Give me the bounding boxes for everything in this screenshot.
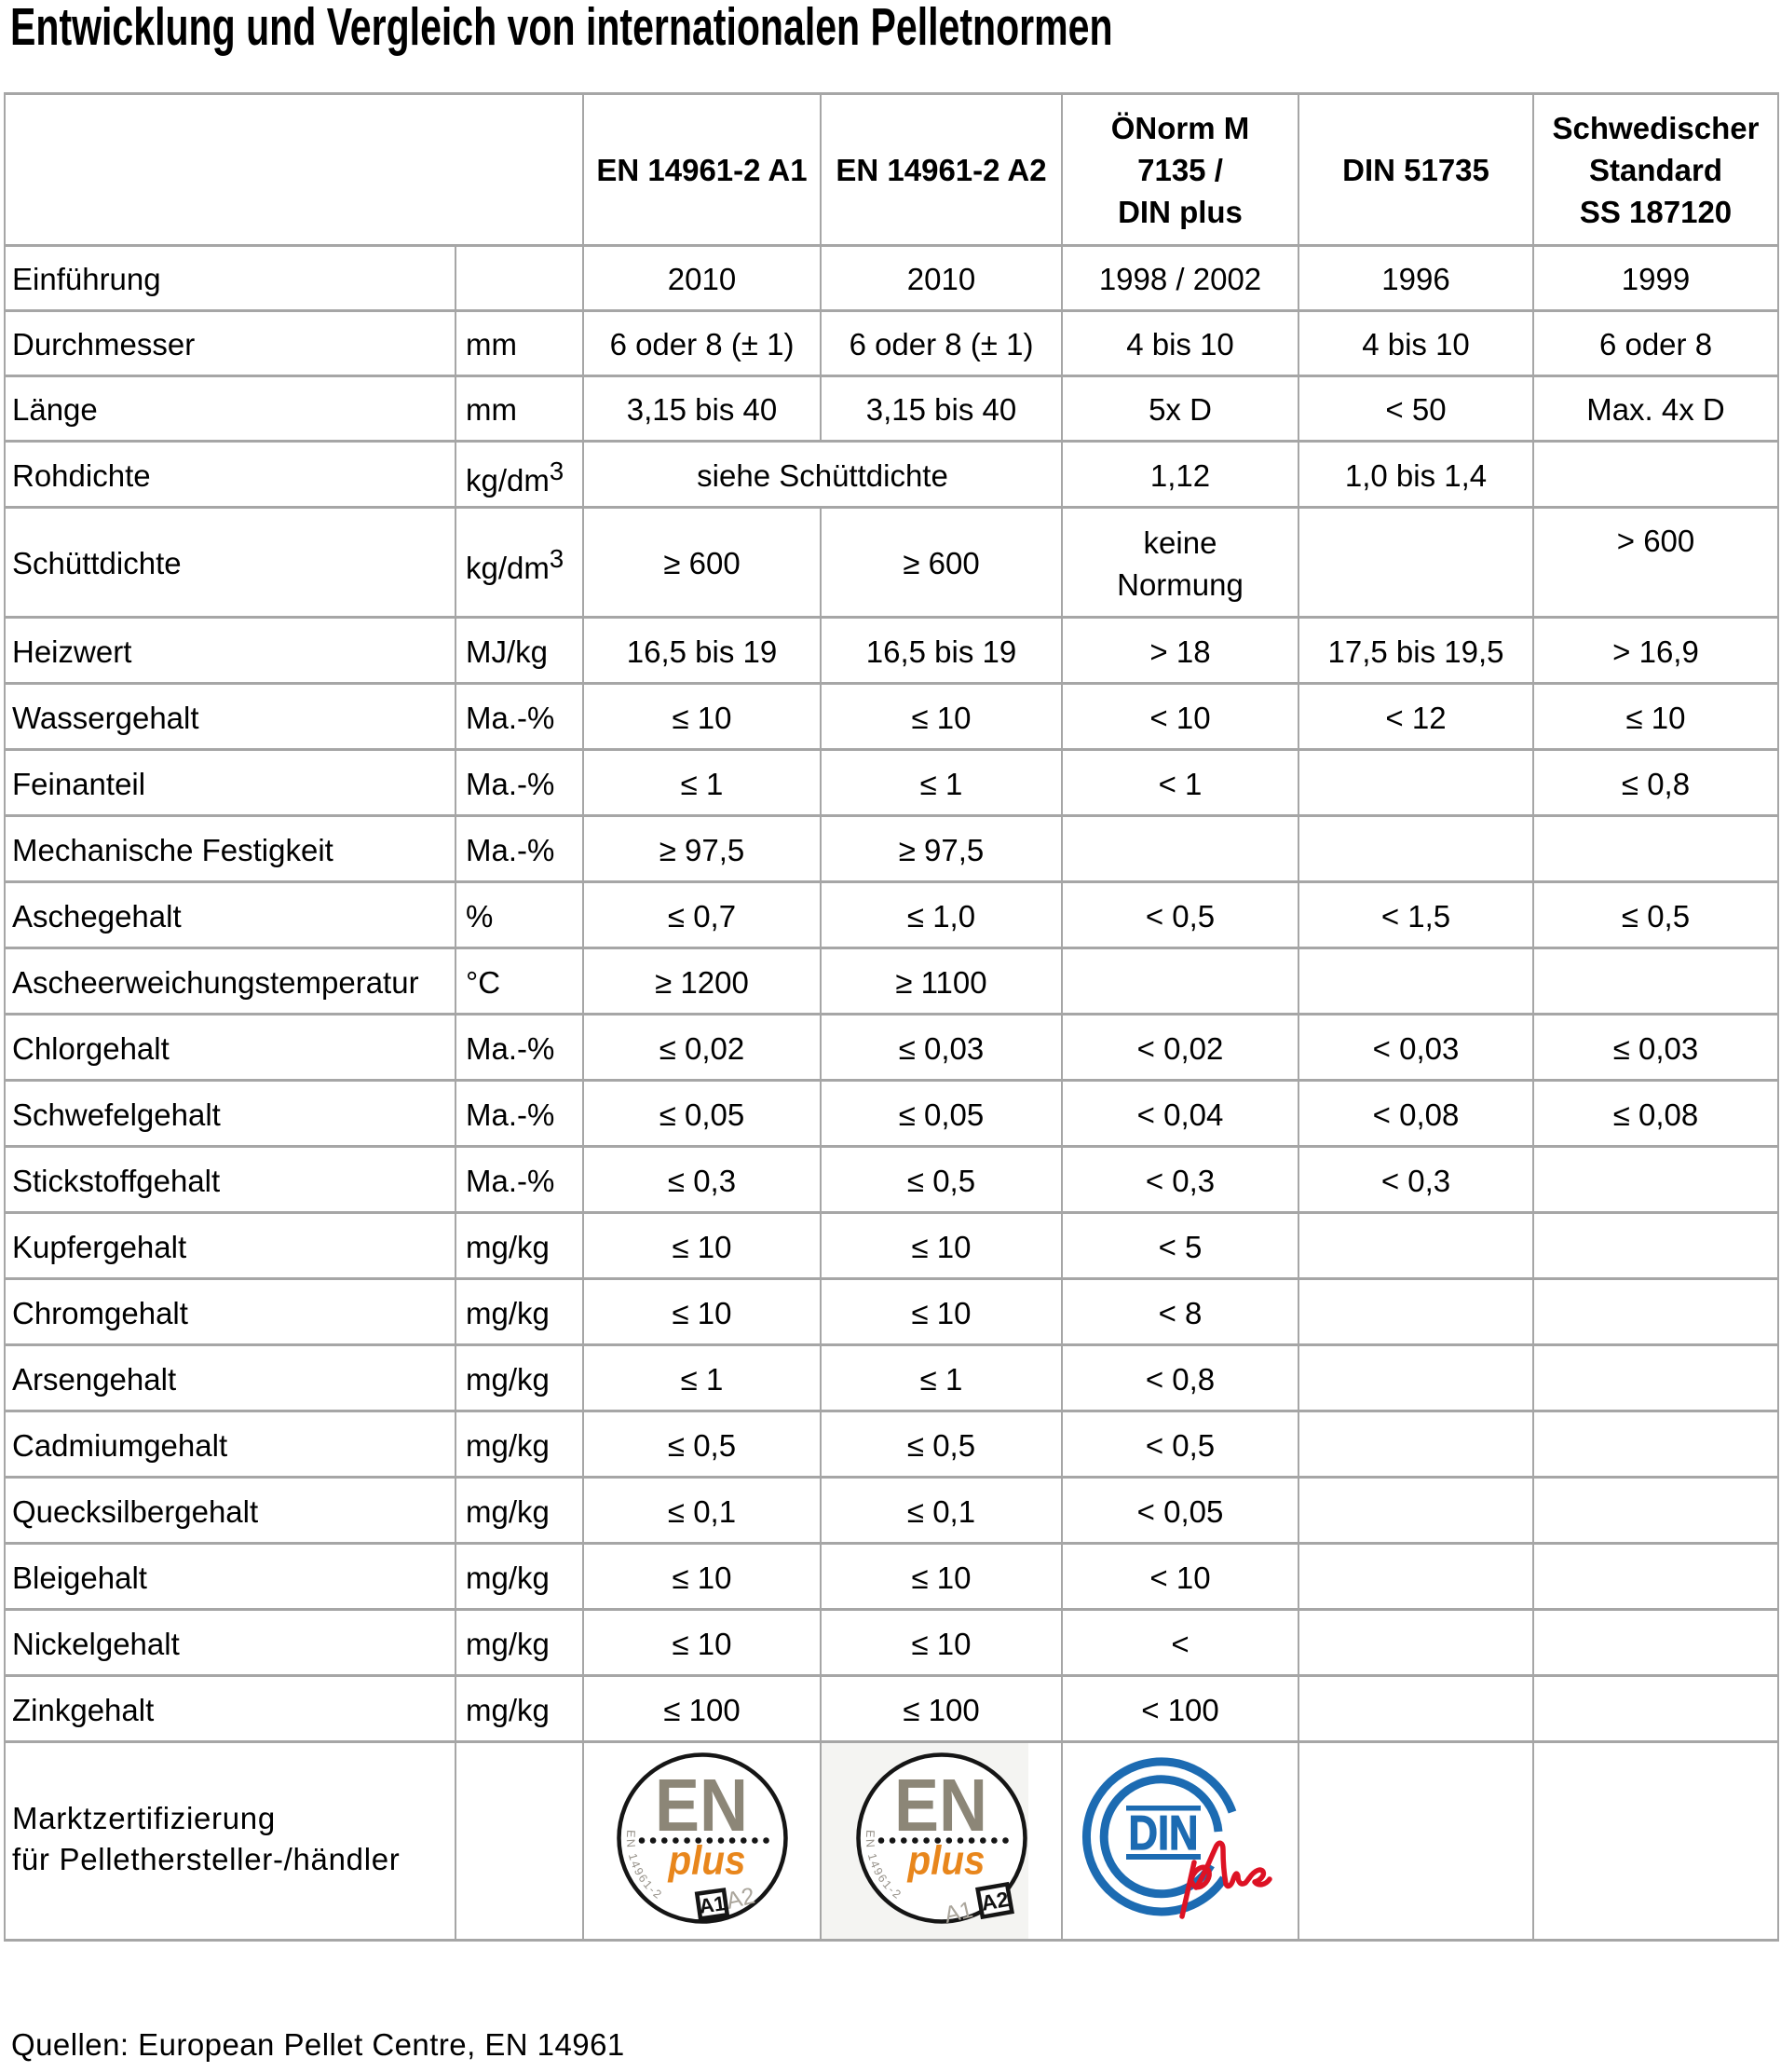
svg-text:A2: A2: [979, 1887, 1010, 1915]
svg-text:A1: A1: [942, 1896, 975, 1926]
svg-text:A1: A1: [697, 1891, 726, 1918]
svg-text:A2: A2: [724, 1882, 757, 1914]
svg-text:EN: EN: [655, 1764, 748, 1847]
svg-text:EN: EN: [894, 1764, 987, 1847]
svg-text:plus: plus: [906, 1837, 985, 1883]
svg-text:plus: plus: [667, 1837, 745, 1883]
svg-text:DIN: DIN: [1129, 1806, 1199, 1861]
